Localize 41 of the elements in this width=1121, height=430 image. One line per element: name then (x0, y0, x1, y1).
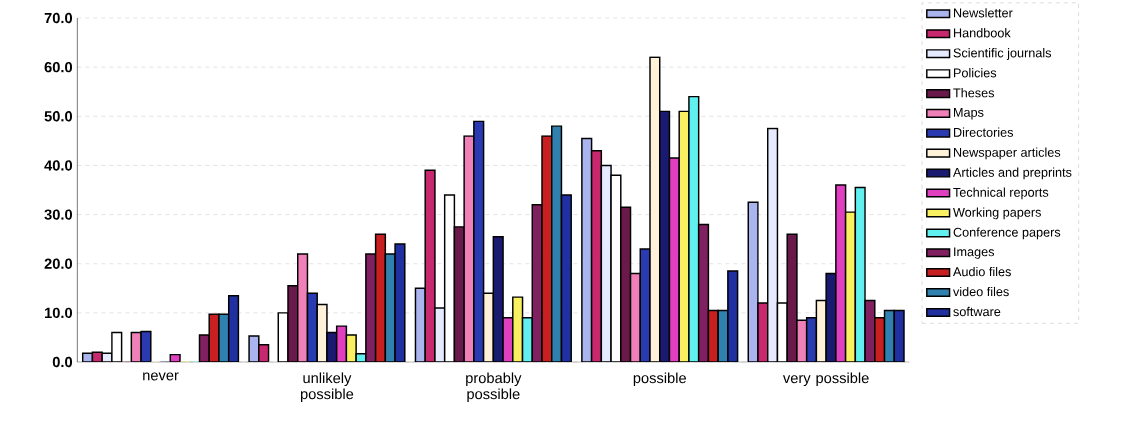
legend-label: Newsletter (954, 8, 1013, 18)
bar (227, 294, 240, 362)
y-tick-label: 60.0 (44, 61, 73, 73)
y-tick-label: 0.0 (52, 356, 73, 368)
legend-label: software (953, 306, 1001, 317)
legend-label: Theses (953, 88, 995, 98)
legend-label: Articles and preprints (952, 167, 1072, 180)
bar (658, 110, 671, 362)
bar (766, 127, 779, 362)
y-tick-label: 50.0 (44, 111, 73, 122)
y-tick-label: 10.0 (45, 307, 73, 319)
x-tick-label: probably possible (466, 372, 522, 403)
x-tick-label: unlikely possible (300, 372, 354, 403)
bar (844, 211, 857, 362)
legend-label: Policies (954, 68, 997, 78)
y-tick-label: 70.0 (44, 12, 73, 24)
x-tick-label: never (143, 372, 179, 381)
legend-label: Technical reports (953, 187, 1049, 200)
legend-label: Scientific journals (953, 48, 1052, 60)
legend-label: video files (953, 286, 1009, 297)
legend-label: Handbook (954, 28, 1011, 38)
bar (374, 233, 387, 362)
x-tick-label: possible (633, 372, 686, 387)
bar (297, 253, 309, 362)
y-tick-label: 20.0 (44, 258, 73, 269)
bar (629, 272, 642, 362)
legend-label: Maps (954, 108, 984, 120)
x-tick-label: very possible (782, 372, 869, 387)
legend-label: Newspaper articles (954, 147, 1061, 160)
bar (590, 149, 603, 362)
y-tick-label: 40.0 (44, 160, 73, 171)
legend-label: Conference papers (953, 227, 1061, 240)
legend-label: Working papers (953, 207, 1041, 220)
legend-label: Directories (954, 127, 1014, 137)
legend-label: Audio files (952, 266, 1011, 277)
legend-label: Images (954, 247, 995, 259)
y-tick-label: 30.0 (44, 209, 73, 220)
bar (883, 309, 895, 362)
bar (482, 292, 495, 362)
bar (550, 125, 563, 362)
bar (697, 223, 710, 362)
